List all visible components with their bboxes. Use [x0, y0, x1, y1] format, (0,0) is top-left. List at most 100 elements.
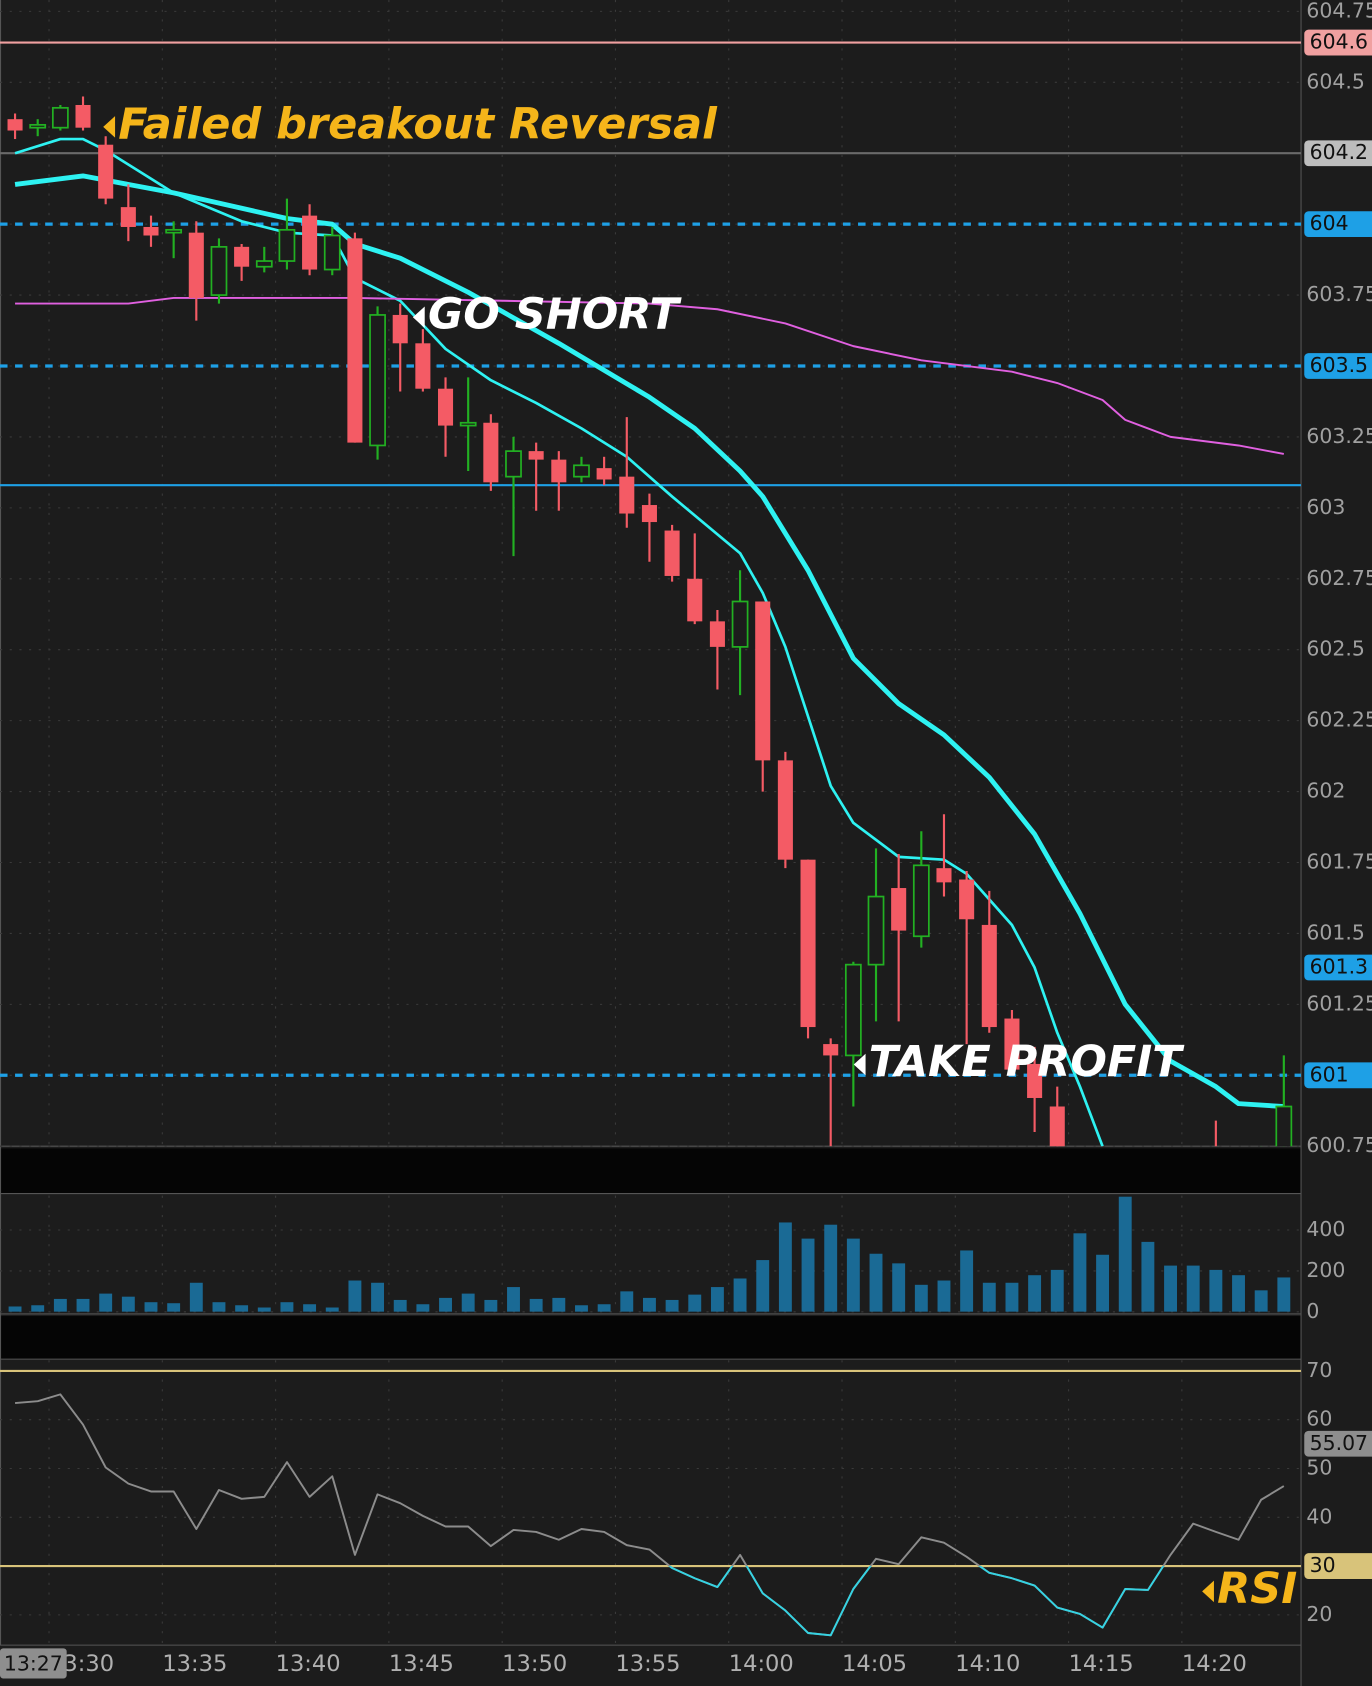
price-box-label: 30	[1310, 1553, 1336, 1577]
volume-bar	[507, 1287, 520, 1312]
volume-bar	[529, 1298, 543, 1312]
volume-bar	[869, 1253, 883, 1312]
candle-body	[912, 864, 930, 938]
candle-body	[143, 226, 159, 236]
volume-bar	[597, 1304, 611, 1312]
annotation: Failed breakout Reversal	[118, 99, 718, 149]
volume-bar	[167, 1303, 181, 1312]
candle-body	[323, 234, 341, 271]
volume-bar	[484, 1299, 498, 1312]
rsi-oversold	[668, 1566, 1165, 1637]
candle-body	[210, 245, 228, 296]
volume-bar	[1209, 1269, 1223, 1312]
y-tick-label: 601.75	[1306, 850, 1372, 874]
volume-bar	[461, 1293, 475, 1312]
candle-body	[505, 450, 522, 478]
candle-body	[75, 104, 91, 128]
candle-body	[1004, 1018, 1020, 1070]
candle-body	[278, 228, 296, 262]
y-tick-label: 602	[1306, 779, 1345, 803]
candle-body	[777, 760, 793, 860]
volume-bar	[144, 1302, 158, 1312]
candle-body	[573, 464, 590, 478]
volume-bar	[235, 1305, 249, 1312]
annotation-arrow	[412, 306, 425, 328]
volume-bar	[416, 1304, 430, 1312]
annotation-arrow	[1202, 1580, 1214, 1603]
candle-body	[755, 601, 771, 761]
volume-bar	[31, 1305, 45, 1312]
x-tick-label: 14:00	[729, 1651, 794, 1677]
volume-bar	[982, 1282, 996, 1312]
y-tick-label: 602.5	[1306, 637, 1364, 661]
y-tick-label: 50	[1306, 1456, 1332, 1480]
candle-body	[302, 215, 318, 270]
x-tick-label: 13:50	[502, 1651, 567, 1677]
price-box	[1304, 954, 1372, 981]
x-tick-label: 13:35	[162, 1651, 227, 1677]
volume-bar	[1186, 1265, 1200, 1312]
candle-body	[551, 459, 567, 483]
volume-bar	[280, 1302, 294, 1312]
candle-body	[98, 144, 114, 199]
candle-body	[459, 421, 477, 427]
volume-bar	[1232, 1275, 1245, 1312]
separator	[0, 1316, 1302, 1360]
volume-bar	[439, 1297, 452, 1312]
candle-body	[415, 343, 431, 389]
candle-body	[596, 468, 612, 480]
volume-bar	[257, 1307, 271, 1312]
volume-bar	[121, 1296, 135, 1312]
volume-bar	[1141, 1241, 1155, 1312]
y-tick-label: 0	[1306, 1299, 1319, 1323]
x-tick-label: 14:15	[1069, 1651, 1134, 1677]
volume-bar	[846, 1238, 860, 1312]
price-box	[1304, 1062, 1372, 1089]
y-tick-label: 70	[1306, 1358, 1332, 1382]
y-tick-label: 60	[1306, 1407, 1332, 1431]
volume-bar	[937, 1280, 951, 1312]
volume-bar	[348, 1280, 362, 1312]
volume-bar	[99, 1293, 113, 1312]
y-tick-label: 601.5	[1306, 920, 1364, 944]
candle-body	[392, 314, 408, 344]
volume-bar	[1254, 1290, 1268, 1312]
volume-bar	[710, 1287, 724, 1312]
price-box	[1304, 29, 1372, 56]
annotation-arrow	[103, 116, 116, 138]
candle-body	[234, 246, 250, 267]
volume-bar	[575, 1305, 588, 1312]
volume-bar	[8, 1306, 22, 1312]
price-box	[1304, 1553, 1372, 1579]
volume-bar	[1118, 1196, 1132, 1312]
volume-bar	[960, 1250, 974, 1312]
volume-bar	[1005, 1282, 1019, 1312]
y-tick-label: 200	[1306, 1258, 1345, 1282]
candle-body	[165, 228, 183, 234]
volume-bar	[914, 1284, 928, 1312]
price-panel	[0, 41, 1302, 1147]
y-tick-label: 603.25	[1306, 424, 1372, 448]
volume-panel	[8, 1196, 1291, 1312]
volume-bar	[371, 1282, 385, 1312]
price-box-label: 55.07	[1310, 1431, 1368, 1455]
overlay-line	[15, 296, 1285, 455]
annotation-arrow	[853, 1053, 866, 1076]
y-tick-label: 602.75	[1306, 566, 1372, 590]
overlay-line	[14, 173, 1284, 1109]
rsi-panel	[0, 1369, 1302, 1637]
price-box	[1304, 140, 1372, 167]
candle-body	[731, 600, 749, 648]
cursor-label: 13:27	[4, 1651, 63, 1675]
x-tick-label: 13:40	[276, 1651, 341, 1677]
annotation: RSI	[1217, 1564, 1297, 1614]
x-tick-label: 14:20	[1182, 1651, 1247, 1677]
x-tick-label: 13:45	[389, 1651, 454, 1677]
price-box-label: 603.5	[1310, 353, 1368, 377]
rsi-line-oversold	[668, 1566, 1165, 1637]
candle-body	[959, 879, 975, 920]
volume-bar	[778, 1222, 792, 1312]
volume-bar	[53, 1298, 67, 1312]
volume-bar	[801, 1238, 815, 1312]
